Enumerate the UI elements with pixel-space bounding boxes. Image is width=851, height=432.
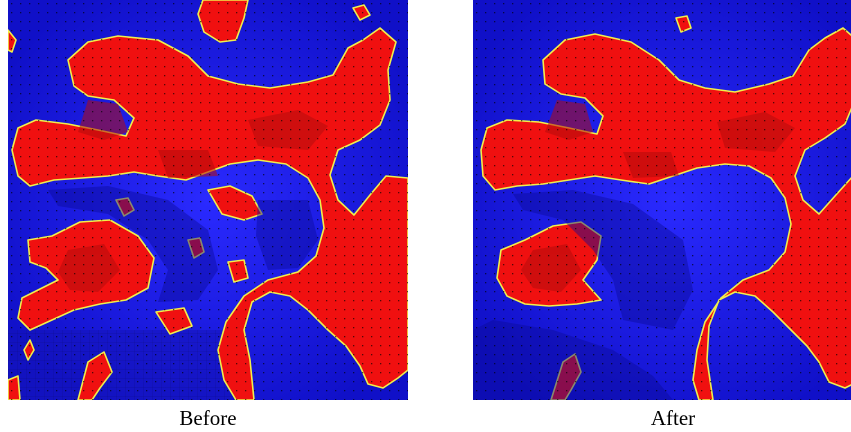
after-simulation-image [473,0,851,400]
before-simulation-image [8,0,408,400]
caption-after: After [650,406,696,430]
caption-before: Before [179,406,237,430]
